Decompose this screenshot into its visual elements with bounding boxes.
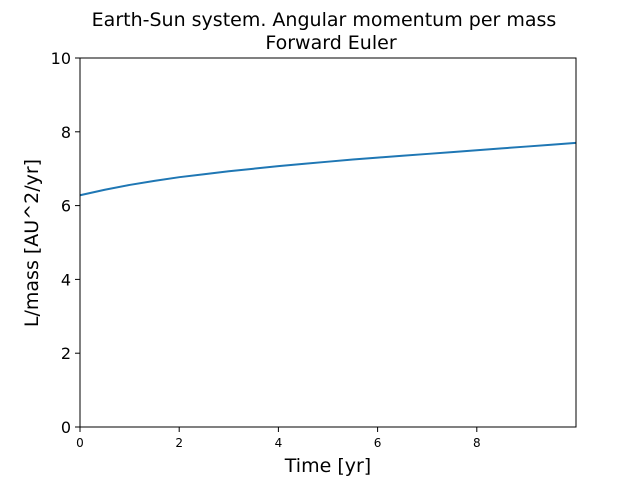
plot-lines — [79, 141, 577, 197]
x-tick-label: 2 — [175, 436, 183, 450]
x-tick-label: 8 — [473, 436, 481, 450]
y-tick-label: 2 — [61, 344, 71, 363]
x-tick-label: 6 — [374, 436, 382, 450]
y-tick-label: 0 — [61, 418, 71, 437]
x-tick-label: 4 — [275, 436, 283, 450]
y-axis-ticks: 0 2 4 6 8 10 — [51, 49, 80, 437]
x-tick-label: 0 — [76, 436, 84, 450]
y-tick-label: 4 — [61, 270, 71, 289]
y-tick-label: 8 — [61, 123, 71, 142]
chart-subtitle: Forward Euler — [265, 32, 396, 54]
series-line-0 — [79, 141, 577, 197]
chart-title: Earth-Sun system. Angular momentum per m… — [92, 9, 557, 31]
y-tick-label: 6 — [61, 197, 71, 216]
x-axis-ticks: 0 2 4 6 8 — [76, 427, 481, 450]
x-axis-label: Time [yr] — [284, 455, 371, 477]
y-tick-label: 10 — [51, 49, 71, 68]
y-axis-label: L/mass [AU^2/yr] — [21, 159, 43, 327]
plot-frame — [79, 57, 577, 428]
